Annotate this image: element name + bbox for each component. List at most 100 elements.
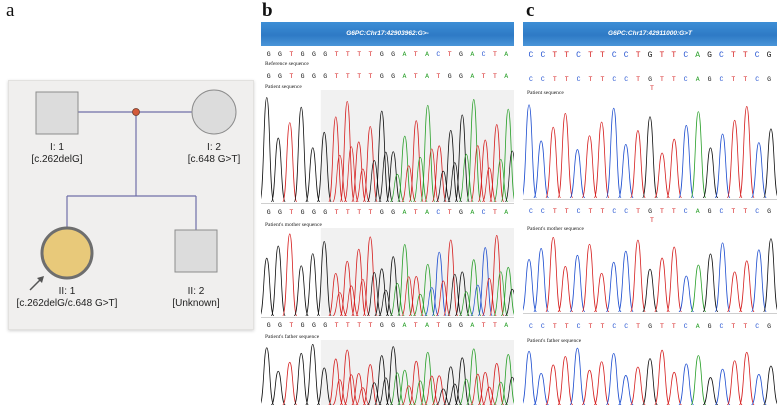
trace-peak <box>466 99 482 202</box>
base-call: G <box>266 51 271 58</box>
trace-peak <box>545 364 562 405</box>
panel-c-divider-1 <box>523 199 777 200</box>
base-call: T <box>731 323 736 330</box>
base-call: G <box>278 322 282 329</box>
trace-peak <box>738 106 755 198</box>
panel-c-patient-variant-mark: T <box>650 85 654 92</box>
trace-peak-secondary <box>355 168 371 202</box>
base-call: T <box>564 208 569 215</box>
base-call: C <box>755 208 760 215</box>
mother-label: I: 2 <box>207 142 221 153</box>
trace-peak <box>763 128 777 198</box>
trace-peak <box>489 124 505 202</box>
trace-peak <box>714 368 731 405</box>
trace-peak <box>666 138 683 198</box>
panel-c-mother-trace <box>523 236 777 312</box>
trace-peak <box>678 125 695 198</box>
trace-peak <box>362 126 378 202</box>
trace-peak <box>261 257 275 316</box>
trace-peak <box>374 355 390 405</box>
base-call: G <box>707 323 712 330</box>
base-call: T <box>552 51 558 60</box>
trace-peak <box>408 275 424 316</box>
base-call: A <box>425 73 429 80</box>
base-call: T <box>588 76 593 83</box>
base-call: G <box>278 209 282 216</box>
base-call: G <box>766 51 772 60</box>
base-call: G <box>459 209 463 216</box>
trace-peak <box>714 242 731 312</box>
trace-peak-secondary <box>332 154 348 202</box>
trace-peak <box>339 260 355 316</box>
trace-peak <box>397 244 413 316</box>
trace-peak <box>374 268 390 316</box>
base-call: T <box>731 208 736 215</box>
trace-peak <box>642 116 658 198</box>
trace-peak <box>305 343 321 405</box>
proband-arrow <box>29 278 42 291</box>
trace-peak-secondary <box>493 381 509 405</box>
base-call: G <box>300 322 305 329</box>
base-call: G <box>379 51 384 58</box>
trace-peak <box>397 135 413 202</box>
base-call: G <box>648 208 652 215</box>
trace-peak <box>726 360 743 405</box>
base-call: C <box>576 51 581 60</box>
base-call: A <box>504 322 509 329</box>
base-call: C <box>611 51 617 60</box>
base-call: A <box>470 73 475 80</box>
base-call: G <box>266 73 271 80</box>
sibling-genotype: [Unknown] <box>172 298 220 309</box>
base-call: G <box>266 322 271 329</box>
trace-peak-secondary <box>481 167 497 202</box>
base-call: C <box>612 323 617 330</box>
trace-peak-secondary <box>458 291 474 316</box>
trace-highlight <box>320 90 514 202</box>
base-call: T <box>334 322 339 329</box>
base-call: G <box>278 73 282 80</box>
sibling-square <box>174 229 218 273</box>
trace-peak <box>443 239 459 316</box>
trace-peak-secondary <box>401 385 417 405</box>
trace-peak-secondary <box>458 153 474 202</box>
trace-peak <box>351 141 367 202</box>
base-call: T <box>564 51 570 60</box>
trace-peak <box>605 352 622 405</box>
trace-peak <box>420 351 436 405</box>
base-call: C <box>529 323 533 330</box>
base-call: G <box>278 51 282 58</box>
trace-peak <box>477 139 493 202</box>
base-call: G <box>707 76 712 83</box>
trace-peak <box>408 120 424 202</box>
trace-peak <box>545 236 562 312</box>
panel-c-father-label: Patient's father sequence <box>527 338 582 344</box>
trace-peak <box>282 122 298 202</box>
trace-peak <box>557 265 574 312</box>
base-call: G <box>707 51 712 60</box>
base-call: T <box>492 73 497 80</box>
trace-peak <box>282 233 298 316</box>
trace-peak-secondary <box>493 159 509 202</box>
base-call: T <box>413 73 418 80</box>
trace-peak <box>726 271 743 312</box>
trace-peak <box>362 364 378 405</box>
trace-peak-secondary <box>378 377 394 405</box>
trace-peak <box>702 377 719 405</box>
trace-peak <box>328 358 344 405</box>
base-call: T <box>552 76 557 83</box>
trace-peak <box>690 355 707 405</box>
base-call: T <box>600 208 605 215</box>
trace-peak-secondary <box>436 388 451 405</box>
proband-arrow-head <box>37 276 44 283</box>
trace-peak-secondary <box>366 272 382 316</box>
base-call: T <box>659 76 664 83</box>
trace-peak <box>443 366 459 405</box>
base-call: G <box>300 209 305 216</box>
base-call: T <box>636 76 641 83</box>
proband-label: II: 1 <box>58 286 76 297</box>
trace-peak <box>605 107 622 198</box>
trace-peak <box>533 140 550 198</box>
